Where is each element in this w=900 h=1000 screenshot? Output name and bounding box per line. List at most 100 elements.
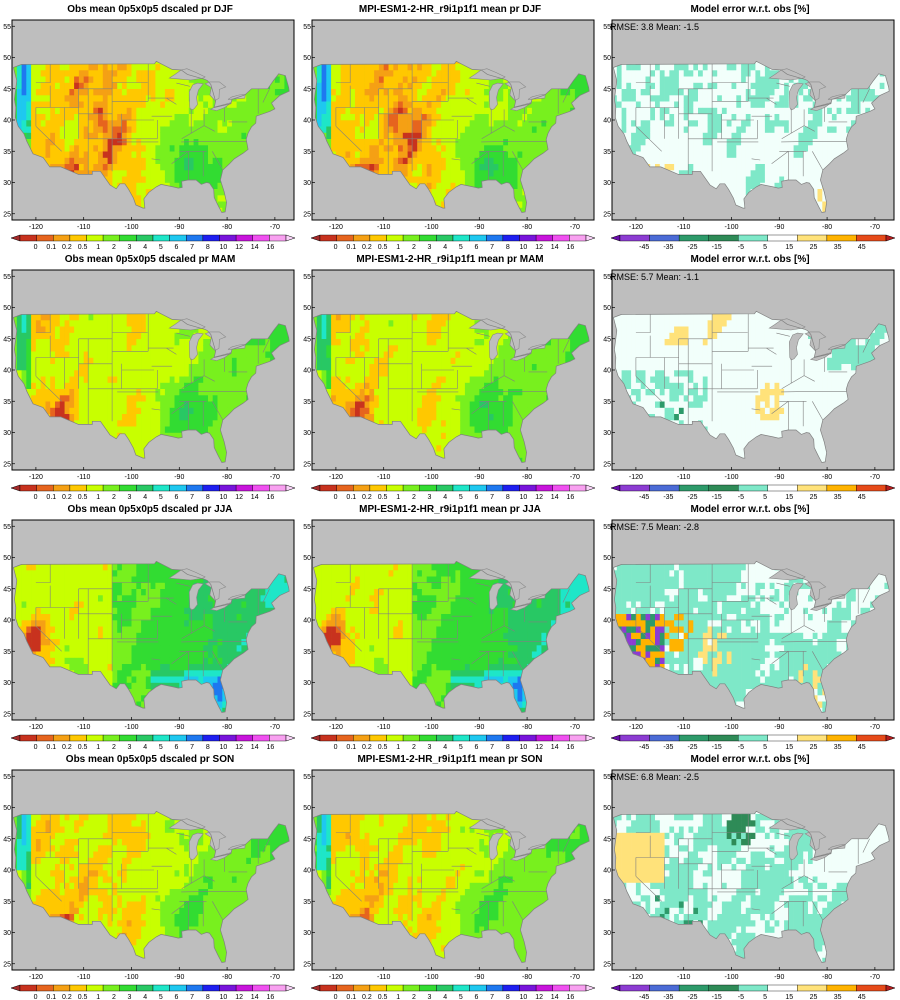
- colorbar-label: 1: [396, 244, 400, 250]
- lon-tick-label: -90: [774, 724, 784, 731]
- lon-tick-label: -80: [822, 724, 832, 731]
- colorbar-swatch: [86, 234, 104, 242]
- colorbar-swatch: [797, 234, 828, 242]
- colorbar-swatch: [402, 734, 420, 742]
- colorbar-label: 35: [834, 994, 842, 1000]
- colorbar-swatch: [502, 734, 520, 742]
- colorbar-swatch: [53, 484, 71, 492]
- colorbar-swatch: [649, 984, 680, 992]
- lon-tick-label: -110: [677, 224, 691, 231]
- colorbar-label: 5: [459, 244, 463, 250]
- colorbar-swatch: [252, 234, 270, 242]
- colorbar-label: 8: [206, 744, 210, 750]
- colorbar-label: 6: [175, 494, 179, 500]
- lon-tick-label: -100: [424, 224, 438, 231]
- axis-ticks: -120 -110 -100 -90 -80 -70 25 30 35 40 45 50 55: [303, 524, 580, 731]
- colorbar-label: 25: [810, 494, 818, 500]
- colorbar-label: 10: [220, 244, 228, 250]
- colorbar-label: 0.5: [378, 994, 388, 1000]
- lon-tick-label: -110: [377, 724, 391, 731]
- great-lake-3: [804, 581, 827, 601]
- colorbar-label: 12: [535, 244, 543, 250]
- colorbar-swatch: [797, 984, 828, 992]
- lat-tick-label: 35: [603, 899, 611, 906]
- colorbar-swatch: [269, 734, 287, 742]
- colorbar-swatch: [386, 984, 404, 992]
- colorbar-label: 4: [443, 994, 447, 1000]
- lat-tick-label: 30: [603, 180, 611, 187]
- colorbar-swatch: [797, 734, 828, 742]
- state-borders: [635, 563, 870, 681]
- axis-ticks: -120 -110 -100 -90 -80 -70 25 30 35 40 45 50 55: [303, 774, 580, 981]
- colorbar-swatch: [436, 484, 454, 492]
- colorbar-label: 35: [834, 494, 842, 500]
- lat-tick-label: 55: [603, 524, 611, 531]
- error-panel-son: Model error w.r.t. obs [%] -120 -110 -100 -9…: [600, 750, 900, 1000]
- colorbar-swatch: [186, 234, 204, 242]
- colorbar-swatch: [552, 484, 570, 492]
- colorbar-label: -45: [639, 244, 649, 250]
- colorbar-swatch: [136, 984, 154, 992]
- colorbar-swatch: [202, 734, 220, 742]
- colorbar-label: 0: [334, 494, 338, 500]
- colorbar-swatch: [649, 484, 680, 492]
- colorbar-swatch: [569, 484, 587, 492]
- colorbar-swatch: [469, 234, 487, 242]
- colorbar-swatch: [535, 734, 553, 742]
- colorbar-swatch: [69, 984, 87, 992]
- lon-tick-label: -70: [270, 474, 280, 481]
- lat-tick-label: 50: [603, 555, 611, 562]
- colorbar-swatch: [36, 734, 54, 742]
- colorbar-swatch: [619, 734, 650, 742]
- colorbar-swatch: [102, 484, 120, 492]
- great-lake-2: [788, 332, 804, 361]
- colorbar-label: 3: [428, 494, 432, 500]
- lat-tick-label: 45: [603, 836, 611, 843]
- colorbar-label: 25: [810, 244, 818, 250]
- colorbar-swatch: [552, 734, 570, 742]
- colorbar-swatch: [619, 984, 650, 992]
- lon-tick-label: -110: [77, 724, 91, 731]
- colorbar-swatch: [797, 484, 828, 492]
- colorbar-swatch: [169, 734, 187, 742]
- colorbar: 0 0.1 0.2 0.5 1 2 3 4 5 6 7 8 10 12 14 16: [10, 734, 296, 750]
- error-map: -120 -110 -100 -90 -80 -70 25 30 35 40 45 50 55 -45 -3…: [603, 769, 896, 1000]
- colorbar-label: 5: [763, 994, 767, 1000]
- colorbar-swatch: [336, 734, 354, 742]
- colorbar-swatch: [502, 984, 520, 992]
- lat-tick-label: 25: [303, 711, 311, 718]
- colorbar-label: 7: [490, 994, 494, 1000]
- obs-panel-mam: Obs mean 0p5x0p5 dscaled pr MAM -120 -110-…: [0, 250, 300, 500]
- colorbar-swatch: [708, 484, 739, 492]
- colorbar-label: 10: [520, 494, 528, 500]
- colorbar-label: -25: [687, 494, 697, 500]
- lat-tick-label: 35: [3, 399, 11, 406]
- lat-tick-label: 40: [603, 618, 611, 625]
- lat-tick-label: 45: [303, 86, 311, 93]
- lat-tick-label: 30: [603, 430, 611, 437]
- lon-tick-label: -80: [822, 974, 832, 981]
- colorbar-swatch: [452, 734, 470, 742]
- colorbar-label: 6: [475, 494, 479, 500]
- colorbar-swatch: [469, 734, 487, 742]
- lon-tick-label: -80: [522, 724, 532, 731]
- colorbar-label: 2: [412, 744, 416, 750]
- colorbar-label: 16: [267, 744, 275, 750]
- colorbar-label: 4: [443, 244, 447, 250]
- colorbar-label: 5: [763, 744, 767, 750]
- lat-tick-label: 40: [603, 118, 611, 125]
- colorbar-label: 1: [396, 994, 400, 1000]
- lat-tick-label: 25: [603, 461, 611, 468]
- colorbar-swatch: [235, 984, 253, 992]
- colorbar-label: 12: [535, 994, 543, 1000]
- colorbar-swatch: [708, 234, 739, 242]
- lat-tick-label: 25: [3, 961, 11, 968]
- colorbar-swatch: [136, 484, 154, 492]
- colorbar-swatch: [219, 234, 237, 242]
- colorbar-swatch: [102, 734, 120, 742]
- lat-tick-label: 50: [303, 55, 311, 62]
- colorbar-label: 10: [520, 744, 528, 750]
- panel-title: Obs mean 0p5x0p5 dscaled pr SON: [0, 754, 300, 765]
- colorbar-label: 2: [112, 994, 116, 1000]
